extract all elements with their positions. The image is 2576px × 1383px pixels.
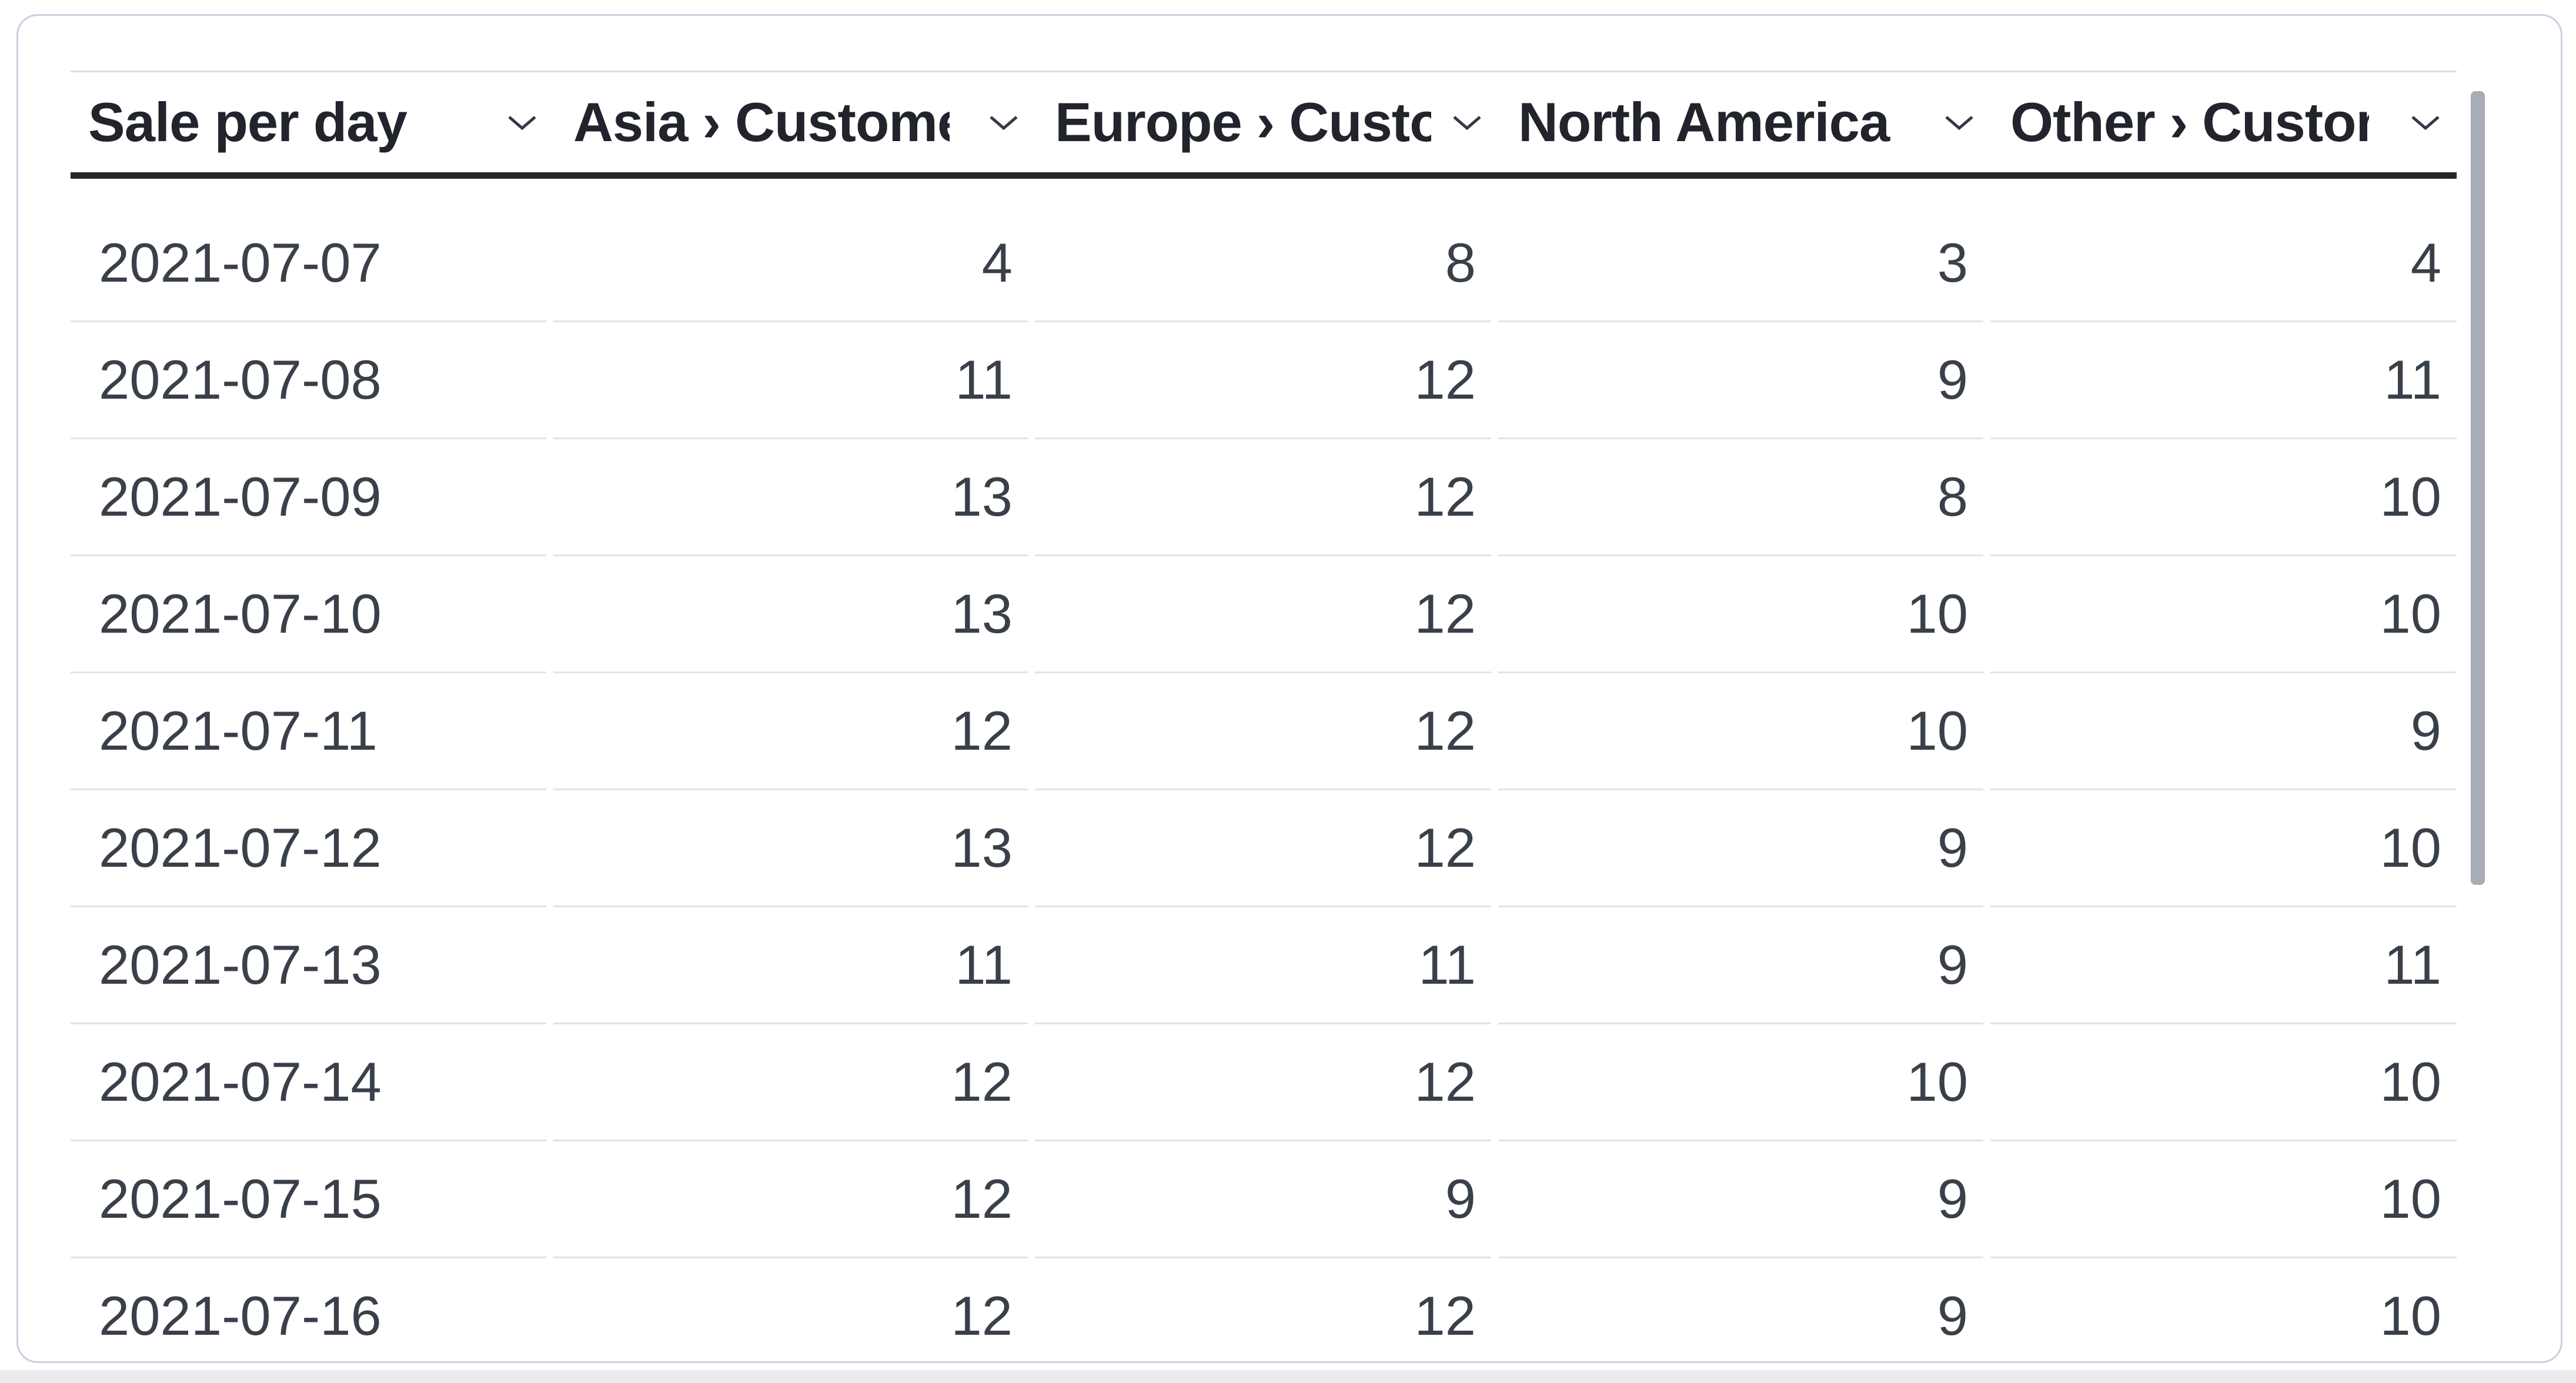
date-cell[interactable]: 2021-07-10	[71, 556, 546, 673]
north-america-value-cell[interactable]: 9	[1498, 1258, 1983, 1361]
europe-value-cell[interactable]: 9	[1035, 1141, 1491, 1258]
chevron-down-icon	[1451, 113, 1483, 132]
europe-value-cell[interactable]: 12	[1035, 439, 1491, 556]
chevron-down-icon	[2410, 113, 2441, 132]
europe-value-cell[interactable]: 12	[1035, 1258, 1491, 1361]
date-cell[interactable]: 2021-07-07	[71, 205, 546, 322]
asia-value-cell[interactable]: 11	[553, 907, 1028, 1024]
table-row: 2021-07-11 12 12 10 9	[71, 673, 2457, 790]
other-value-cell[interactable]: 10	[1990, 790, 2457, 907]
europe-value-cell[interactable]: 12	[1035, 556, 1491, 673]
table-row: 2021-07-14 12 12 10 10	[71, 1024, 2457, 1141]
europe-value-cell[interactable]: 12	[1035, 1024, 1491, 1141]
europe-value-cell[interactable]: 11	[1035, 907, 1491, 1024]
column-header-label: Other › Customers	[2010, 91, 2369, 153]
other-value-cell[interactable]: 11	[1990, 907, 2457, 1024]
other-value-cell[interactable]: 10	[1990, 439, 2457, 556]
north-america-value-cell[interactable]: 10	[1498, 673, 1983, 790]
asia-value-cell[interactable]: 4	[553, 205, 1028, 322]
north-america-value-cell[interactable]: 9	[1498, 322, 1983, 439]
table-row: 2021-07-15 12 9 9 10	[71, 1141, 2457, 1258]
sale-per-day-table: Sale per day Asia › Customers Europe › C…	[71, 71, 2457, 1361]
table-header-row: Sale per day Asia › Customers Europe › C…	[71, 71, 2457, 179]
other-value-cell[interactable]: 9	[1990, 673, 2457, 790]
table-row: 2021-07-09 13 12 8 10	[71, 439, 2457, 556]
asia-value-cell[interactable]: 13	[553, 790, 1028, 907]
column-header-label: Sale per day	[88, 91, 407, 153]
table-row: 2021-07-08 11 12 9 11	[71, 322, 2457, 439]
table-row: 2021-07-07 4 8 3 4	[71, 179, 2457, 322]
other-value-cell[interactable]: 10	[1990, 1258, 2457, 1361]
column-header-asia-customers[interactable]: Asia › Customers	[553, 72, 1035, 172]
europe-value-cell[interactable]: 8	[1035, 205, 1491, 322]
page-bottom-edge	[0, 1370, 2576, 1383]
table-body: 2021-07-07 4 8 3 4 2021-07-08 11 12 9 11…	[71, 179, 2457, 1361]
asia-value-cell[interactable]: 13	[553, 556, 1028, 673]
europe-value-cell[interactable]: 12	[1035, 790, 1491, 907]
other-value-cell[interactable]: 4	[1990, 205, 2457, 322]
column-header-label: Europe › Customers	[1055, 91, 1431, 153]
asia-value-cell[interactable]: 11	[553, 322, 1028, 439]
chevron-down-icon	[988, 113, 1020, 132]
column-header-north-america-customers[interactable]: North America › Customers	[1498, 72, 1990, 172]
table-row: 2021-07-16 12 12 9 10	[71, 1258, 2457, 1361]
asia-value-cell[interactable]: 13	[553, 439, 1028, 556]
other-value-cell[interactable]: 10	[1990, 556, 2457, 673]
date-cell[interactable]: 2021-07-14	[71, 1024, 546, 1141]
table-row: 2021-07-13 11 11 9 11	[71, 907, 2457, 1024]
table-row: 2021-07-12 13 12 9 10	[71, 790, 2457, 907]
other-value-cell[interactable]: 10	[1990, 1024, 2457, 1141]
date-cell[interactable]: 2021-07-09	[71, 439, 546, 556]
north-america-value-cell[interactable]: 9	[1498, 1141, 1983, 1258]
chevron-down-icon	[506, 113, 538, 132]
north-america-value-cell[interactable]: 9	[1498, 907, 1983, 1024]
asia-value-cell[interactable]: 12	[553, 1258, 1028, 1361]
date-cell[interactable]: 2021-07-08	[71, 322, 546, 439]
column-header-europe-customers[interactable]: Europe › Customers	[1035, 72, 1498, 172]
north-america-value-cell[interactable]: 3	[1498, 205, 1983, 322]
chevron-down-icon	[1943, 113, 1975, 132]
asia-value-cell[interactable]: 12	[553, 1141, 1028, 1258]
date-cell[interactable]: 2021-07-11	[71, 673, 546, 790]
north-america-value-cell[interactable]: 8	[1498, 439, 1983, 556]
date-cell[interactable]: 2021-07-12	[71, 790, 546, 907]
europe-value-cell[interactable]: 12	[1035, 322, 1491, 439]
other-value-cell[interactable]: 10	[1990, 1141, 2457, 1258]
table-row: 2021-07-10 13 12 10 10	[71, 556, 2457, 673]
vertical-scrollbar-thumb[interactable]	[2471, 91, 2485, 885]
column-header-other-customers[interactable]: Other › Customers	[1990, 72, 2457, 172]
table-card: Sale per day Asia › Customers Europe › C…	[16, 14, 2562, 1363]
asia-value-cell[interactable]: 12	[553, 1024, 1028, 1141]
date-cell[interactable]: 2021-07-15	[71, 1141, 546, 1258]
column-header-label: Asia › Customers	[573, 91, 950, 153]
date-cell[interactable]: 2021-07-13	[71, 907, 546, 1024]
other-value-cell[interactable]: 11	[1990, 322, 2457, 439]
north-america-value-cell[interactable]: 10	[1498, 556, 1983, 673]
column-header-sale-per-day[interactable]: Sale per day	[71, 72, 553, 172]
europe-value-cell[interactable]: 12	[1035, 673, 1491, 790]
column-header-label: North America › Customers	[1518, 91, 1906, 153]
date-cell[interactable]: 2021-07-16	[71, 1258, 546, 1361]
north-america-value-cell[interactable]: 9	[1498, 790, 1983, 907]
north-america-value-cell[interactable]: 10	[1498, 1024, 1983, 1141]
asia-value-cell[interactable]: 12	[553, 673, 1028, 790]
